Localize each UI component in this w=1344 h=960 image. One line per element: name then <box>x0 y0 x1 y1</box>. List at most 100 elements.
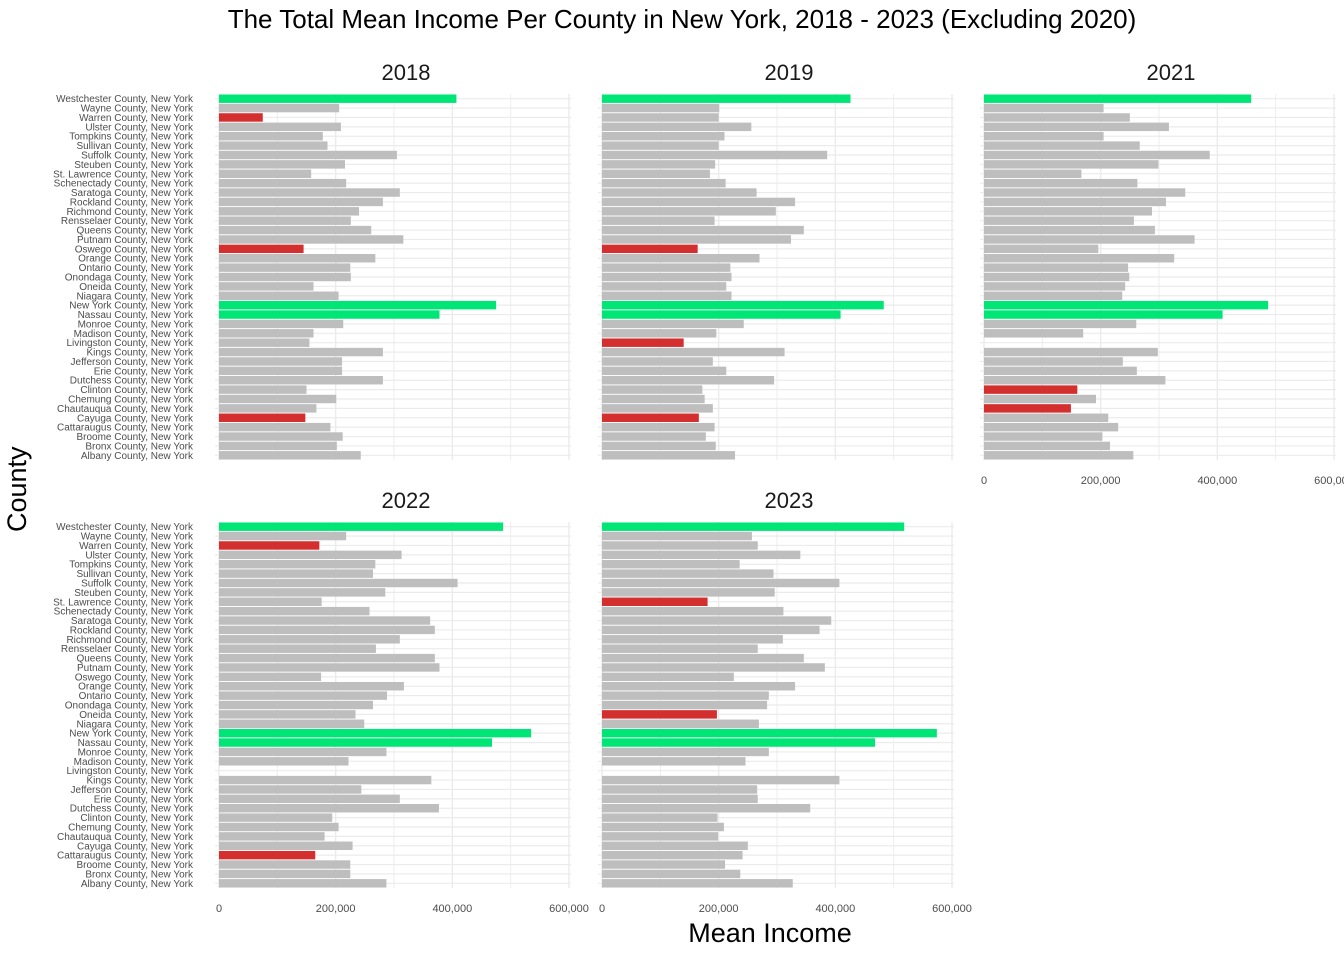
bar <box>984 357 1123 366</box>
bar <box>602 235 791 244</box>
bar <box>984 413 1109 422</box>
x-tick-label: 200,000 <box>699 903 739 915</box>
y-tick-label: Rensselaer County, New York <box>61 216 194 227</box>
bar <box>984 216 1134 225</box>
bar <box>984 188 1186 197</box>
facet-title: 2023 <box>765 488 814 513</box>
bar <box>602 522 905 531</box>
bar <box>602 216 715 225</box>
bar <box>602 794 758 804</box>
bar <box>602 282 727 291</box>
y-tick-label: Tompkins County, New York <box>69 560 194 571</box>
bar <box>219 841 353 850</box>
bar <box>602 113 719 122</box>
bar <box>219 169 312 178</box>
bar <box>984 197 1166 207</box>
x-tick-label: 0 <box>216 903 222 915</box>
y-tick-label: Nassau County, New York <box>78 310 194 321</box>
bar <box>602 804 811 813</box>
bar <box>602 366 727 376</box>
bar <box>984 282 1126 291</box>
bar <box>602 569 774 578</box>
panel-2023: 2023 0 200,000 400,000 600,000 <box>598 488 972 915</box>
bar <box>984 347 1158 357</box>
bar <box>219 413 306 422</box>
y-tick-label: Warren County, New York <box>79 113 194 124</box>
y-tick-label: Cattaraugus County, New York <box>57 851 194 862</box>
bar <box>602 738 875 747</box>
bar <box>219 616 431 625</box>
bar <box>602 300 884 310</box>
bar <box>219 282 314 291</box>
bar <box>602 588 775 597</box>
bar <box>602 879 793 888</box>
bar <box>602 263 731 272</box>
y-tick-label: Oswego County, New York <box>75 244 194 255</box>
bar <box>219 606 370 616</box>
bar <box>219 757 349 766</box>
bar <box>219 404 317 413</box>
bar <box>984 141 1140 150</box>
y-tick-label: Wayne County, New York <box>81 104 194 115</box>
bar <box>219 188 400 197</box>
bar <box>984 404 1071 413</box>
x-tick-label: 600,000 <box>932 903 972 915</box>
y-tick-label: Rockland County, New York <box>70 197 194 208</box>
y-tick-label: Saratoga County, New York <box>71 188 194 199</box>
bar <box>602 691 769 700</box>
bar <box>602 385 703 394</box>
y-tick-label: Rensselaer County, New York <box>61 644 194 655</box>
y-tick-label: Steuben County, New York <box>74 160 194 171</box>
bar <box>219 785 362 794</box>
y-tick-label: New York County, New York <box>69 729 194 740</box>
bar <box>984 178 1138 188</box>
bar <box>219 522 504 531</box>
bar <box>602 169 710 178</box>
x-tick-label: 400,000 <box>1197 475 1237 487</box>
bar <box>219 150 397 160</box>
bar <box>219 879 387 888</box>
bar <box>984 329 1084 338</box>
bar <box>219 653 435 663</box>
bar <box>602 635 783 644</box>
bar <box>219 691 387 700</box>
bar <box>219 291 339 300</box>
y-tick-label: Sullivan County, New York <box>76 569 194 580</box>
y-tick-label: Madison County, New York <box>74 757 194 768</box>
bar <box>602 719 759 728</box>
bar <box>602 188 757 197</box>
bar <box>602 841 748 850</box>
chart-title: The Total Mean Income Per County in New … <box>227 4 1137 34</box>
bar <box>984 300 1269 310</box>
bar <box>219 103 340 113</box>
bar <box>602 338 684 347</box>
x-tick-label: 400,000 <box>815 903 855 915</box>
bar <box>984 451 1134 460</box>
y-tick-label: Oneida County, New York <box>79 282 194 293</box>
bar <box>602 597 708 606</box>
y-tick-label: Ulster County, New York <box>85 122 194 133</box>
y-tick-label: Nassau County, New York <box>78 738 194 749</box>
bar <box>602 141 719 150</box>
bar <box>219 860 351 869</box>
bar <box>602 672 734 682</box>
y-tick-label: Chautauqua County, New York <box>57 404 194 415</box>
bar <box>984 432 1103 441</box>
y-tick-label: Madison County, New York <box>74 329 194 340</box>
bar <box>219 207 359 216</box>
bar <box>602 422 715 432</box>
bar <box>219 832 325 841</box>
bar <box>602 560 740 569</box>
bar <box>219 738 492 747</box>
bar <box>219 432 343 441</box>
bar <box>602 682 796 691</box>
bar <box>984 207 1152 216</box>
bar <box>602 160 716 169</box>
bar <box>984 94 1252 103</box>
y-tick-label: Dutchess County, New York <box>70 376 194 387</box>
y-tick-label: Saratoga County, New York <box>71 616 194 627</box>
bar <box>984 103 1104 113</box>
